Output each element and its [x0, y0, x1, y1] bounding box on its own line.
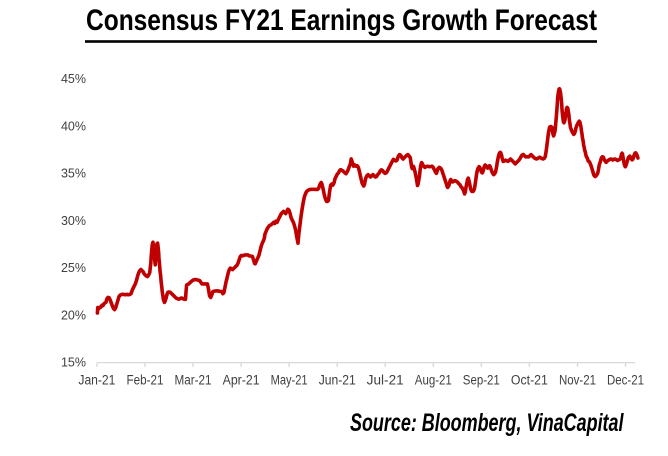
- svg-text:Jun-21: Jun-21: [319, 372, 356, 387]
- svg-text:Feb-21: Feb-21: [127, 372, 164, 387]
- svg-text:Dec-21: Dec-21: [607, 372, 644, 387]
- svg-text:Source: Bloomberg, VinaCapital: Source: Bloomberg, VinaCapital: [350, 409, 624, 437]
- svg-text:35%: 35%: [61, 167, 86, 181]
- svg-text:Apr-21: Apr-21: [223, 372, 260, 387]
- svg-text:Consensus FY21 Earnings Growth: Consensus FY21 Earnings Growth Forecast: [86, 4, 597, 37]
- svg-text:45%: 45%: [61, 72, 86, 86]
- svg-text:Aug-21: Aug-21: [415, 372, 452, 387]
- svg-text:Mar-21: Mar-21: [175, 372, 212, 387]
- svg-text:15%: 15%: [61, 356, 86, 370]
- svg-text:40%: 40%: [61, 119, 86, 133]
- svg-text:Sep-21: Sep-21: [463, 372, 500, 387]
- svg-text:20%: 20%: [61, 308, 86, 322]
- svg-text:Jul-21: Jul-21: [367, 372, 404, 387]
- svg-text:May-21: May-21: [271, 372, 308, 387]
- svg-text:Jan-21: Jan-21: [78, 372, 115, 387]
- svg-text:25%: 25%: [61, 261, 86, 275]
- svg-text:Oct-21: Oct-21: [511, 372, 548, 387]
- svg-text:Nov-21: Nov-21: [559, 372, 596, 387]
- svg-text:30%: 30%: [61, 214, 86, 228]
